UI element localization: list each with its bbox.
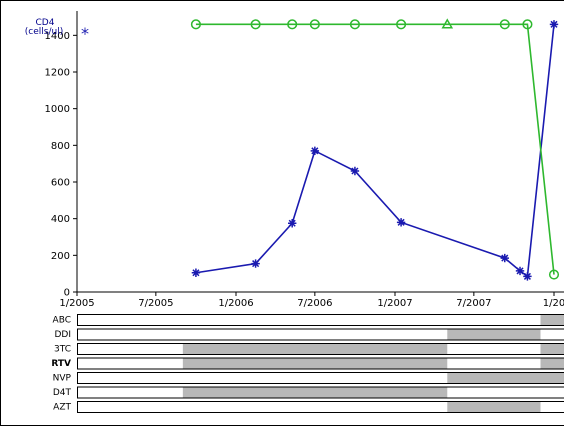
data-point-asterisk [549, 20, 559, 29]
drug-track [77, 401, 564, 413]
drug-segment [540, 344, 564, 354]
data-point-asterisk [310, 146, 320, 156]
x-tick-label: 1/20 [543, 298, 564, 309]
y-tick-label: 800 [51, 141, 70, 152]
data-point-circle [190, 19, 201, 30]
data-point-circle [522, 19, 533, 30]
drug-label: RTV [51, 359, 71, 369]
data-point-circle [287, 19, 298, 30]
data-point-asterisk [350, 166, 360, 176]
y-tick-label: 0 [64, 288, 70, 299]
drug-segment [447, 373, 564, 383]
y-tick-label: 200 [51, 251, 70, 262]
data-point-circle [548, 269, 560, 280]
drug-label: ABC [53, 316, 71, 326]
drug-track [77, 328, 564, 341]
drug-segment [540, 315, 564, 325]
drug-segment [540, 358, 564, 369]
data-point-asterisk [515, 266, 525, 276]
data-point-triangle [441, 18, 454, 29]
data-point-asterisk [500, 253, 509, 263]
data-point-asterisk [523, 272, 532, 281]
data-point-circle [499, 19, 510, 30]
series-line-1 [195, 23, 555, 275]
x-tick-label: 7/2007 [456, 298, 491, 309]
y-axis-label-marker: * [81, 24, 89, 43]
x-tick-label: 1/2006 [218, 298, 253, 309]
drug-track [77, 372, 564, 384]
drug-label: AZT [53, 403, 71, 413]
x-tick-label: 7/2006 [297, 298, 332, 309]
drug-label: 3TC [54, 345, 71, 355]
y-tick-label: 400 [51, 214, 70, 225]
x-tick-label: 1/2007 [377, 298, 412, 309]
data-point-circle [349, 19, 360, 30]
y-tick-label: 1400 [45, 31, 70, 42]
drug-label: NVP [53, 374, 72, 384]
data-point-circle [396, 19, 407, 30]
drug-track [77, 314, 564, 326]
drug-segment [182, 358, 448, 369]
y-tick-label: 600 [51, 178, 70, 189]
y-axis-label-line2: (cells/ul) [25, 27, 63, 37]
y-tick-label: 1000 [45, 104, 70, 115]
data-point-asterisk [396, 218, 406, 227]
drug-segment [182, 344, 448, 354]
x-tick-label: 7/2005 [138, 298, 173, 309]
series-line-0 [195, 24, 555, 278]
drug-segment [182, 387, 448, 398]
drug-label: D4T [53, 388, 72, 398]
data-point-asterisk [287, 219, 297, 228]
y-axis-label-line1: CD4 [36, 18, 55, 28]
y-tick-label: 1200 [45, 68, 70, 79]
drug-label: DDI [54, 330, 71, 340]
drug-segment [447, 329, 541, 340]
drug-segment [447, 402, 541, 412]
data-point-asterisk [191, 268, 201, 277]
data-point-circle [250, 19, 261, 30]
x-tick-label: 1/2005 [59, 298, 94, 309]
data-point-circle [309, 19, 320, 30]
data-point-asterisk [251, 259, 260, 268]
